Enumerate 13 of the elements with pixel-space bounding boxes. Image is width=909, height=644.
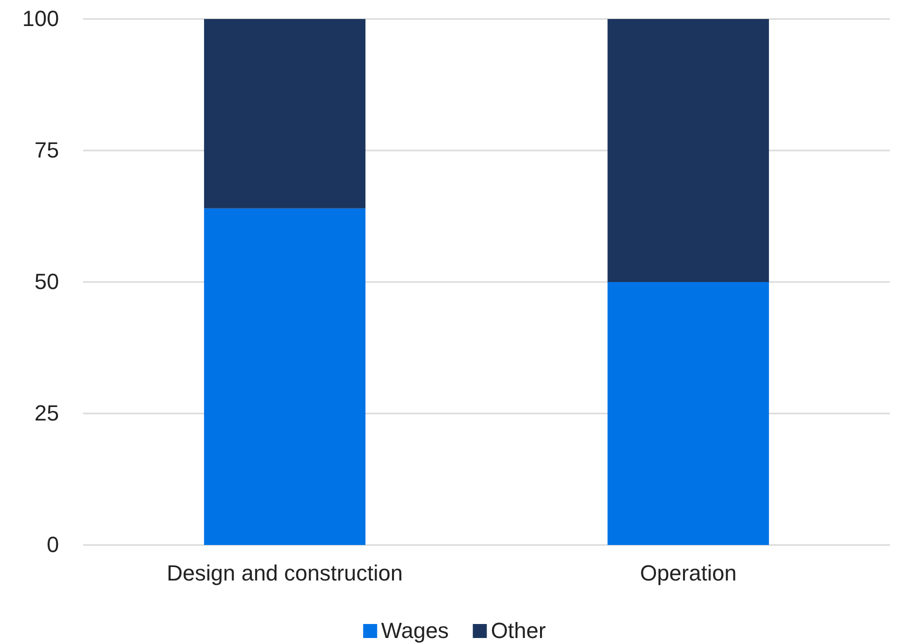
y-tick-label: 50 xyxy=(34,269,59,294)
bar xyxy=(204,19,366,208)
y-tick-label: 0 xyxy=(46,532,59,558)
y-tick-label: 75 xyxy=(34,138,59,163)
legend-label: Other xyxy=(490,618,546,643)
bar xyxy=(204,208,366,545)
bar xyxy=(608,282,769,545)
x-tick-label: Operation xyxy=(640,560,737,586)
y-tick-label: 100 xyxy=(22,6,59,32)
y-tick-label: 25 xyxy=(34,400,59,426)
legend-label: Wages xyxy=(381,618,449,643)
bar xyxy=(608,19,769,282)
x-tick-label: Design and construction xyxy=(166,560,403,586)
